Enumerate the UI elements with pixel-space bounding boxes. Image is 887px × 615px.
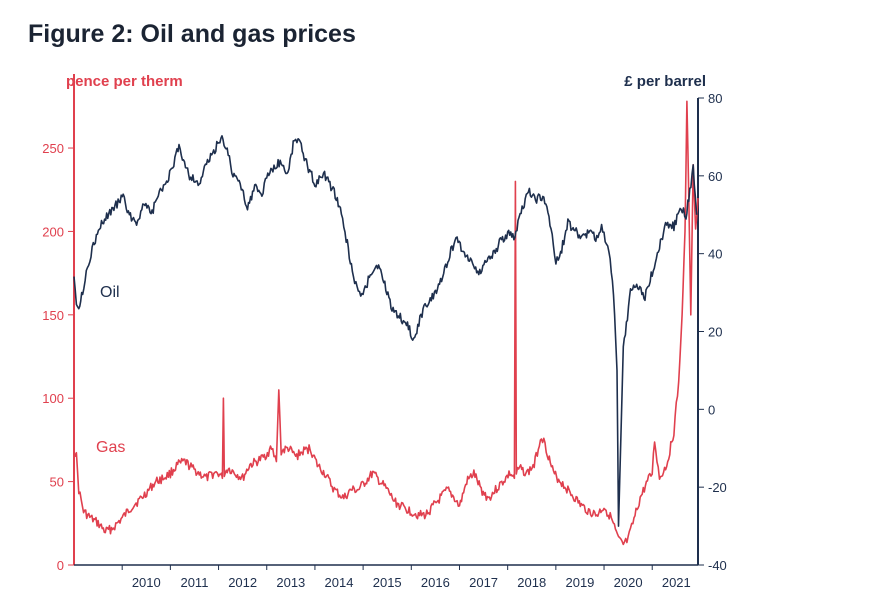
- x-tick-label: 2020: [614, 575, 643, 590]
- right-tick-label: 60: [708, 169, 722, 184]
- oil-series-line: [73, 135, 698, 527]
- right-tick-label: 40: [708, 247, 722, 262]
- right-tick-label: 80: [708, 91, 722, 106]
- x-tick-label: 2016: [421, 575, 450, 590]
- left-tick-label: 0: [57, 558, 64, 573]
- x-tick-label: 2011: [180, 575, 208, 590]
- x-tick-label: 2015: [373, 575, 402, 590]
- gas-series-label: Gas: [96, 439, 125, 456]
- left-tick-label: 100: [42, 391, 64, 406]
- gas-series-line: [73, 100, 699, 546]
- x-tick-label: 2014: [325, 575, 354, 590]
- left-tick-label: 250: [42, 141, 64, 156]
- x-tick-label: 2013: [276, 575, 305, 590]
- x-tick-label: 2010: [132, 575, 161, 590]
- x-tick-label: 2018: [517, 575, 546, 590]
- left-tick-label: 200: [42, 224, 64, 239]
- right-axis-label: £ per barrel: [624, 73, 706, 90]
- oil-series-label: Oil: [100, 284, 120, 301]
- right-tick-label: 0: [708, 402, 715, 417]
- chart-title: Figure 2: Oil and gas prices: [28, 20, 356, 48]
- x-tick-label: 2012: [228, 575, 257, 590]
- x-tick-label: 2017: [469, 575, 498, 590]
- right-tick-label: -40: [708, 558, 727, 573]
- right-tick-label: -20: [708, 480, 727, 495]
- right-tick-label: 20: [708, 325, 722, 340]
- x-tick-label: 2019: [565, 575, 594, 590]
- left-tick-label: 150: [42, 308, 64, 323]
- x-tick-label: 2021: [662, 575, 691, 590]
- left-tick-label: 50: [50, 475, 64, 490]
- left-axis-label: pence per therm: [66, 73, 183, 90]
